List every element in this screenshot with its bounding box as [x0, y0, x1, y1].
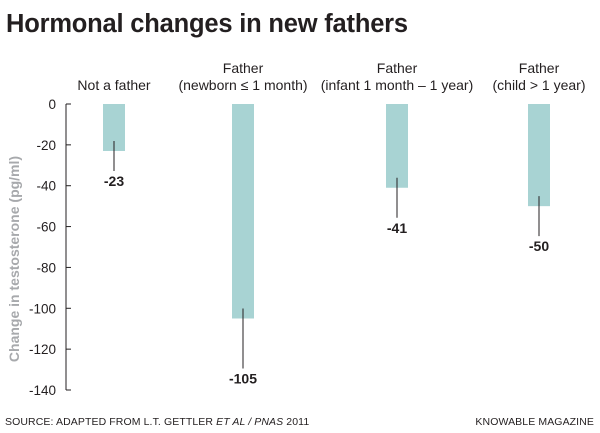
category-label: (child > 1 year)	[493, 77, 586, 93]
bar	[528, 104, 550, 207]
source-prefix: SOURCE: ADAPTED FROM L.T. GETTLER	[5, 416, 217, 428]
category-label: Father	[377, 60, 418, 76]
y-tick-label: -100	[29, 301, 56, 316]
category-label: (newborn ≤ 1 month)	[178, 77, 307, 93]
source-note: SOURCE: ADAPTED FROM L.T. GETTLER ET AL …	[5, 416, 309, 428]
category-label: Father	[223, 60, 264, 76]
bar	[232, 104, 254, 319]
publisher-credit: KNOWABLE MAGAZINE	[475, 416, 594, 428]
y-tick-label: -40	[36, 179, 56, 194]
category-label: Father	[519, 60, 560, 76]
data-label: -105	[229, 371, 257, 387]
data-label: -41	[387, 220, 407, 236]
data-label: -50	[529, 238, 549, 254]
bar	[103, 104, 125, 151]
y-tick-label: 0	[48, 97, 56, 112]
y-tick-label: -60	[36, 220, 56, 235]
y-axis-title: Change in testosterone (pg/ml)	[6, 156, 22, 362]
source-suffix: 2011	[283, 416, 310, 428]
source-italic: ET AL / PNAS	[216, 416, 284, 428]
y-tick-label: -140	[29, 383, 56, 398]
data-label: -23	[104, 173, 124, 189]
category-label: (infant 1 month – 1 year)	[321, 77, 474, 93]
bar	[386, 104, 408, 188]
y-tick-label: -20	[36, 138, 56, 153]
chart-title: Hormonal changes in new fathers	[6, 10, 408, 38]
category-label: Not a father	[77, 77, 150, 93]
y-tick-label: -80	[36, 260, 56, 275]
y-tick-label: -120	[29, 342, 56, 357]
